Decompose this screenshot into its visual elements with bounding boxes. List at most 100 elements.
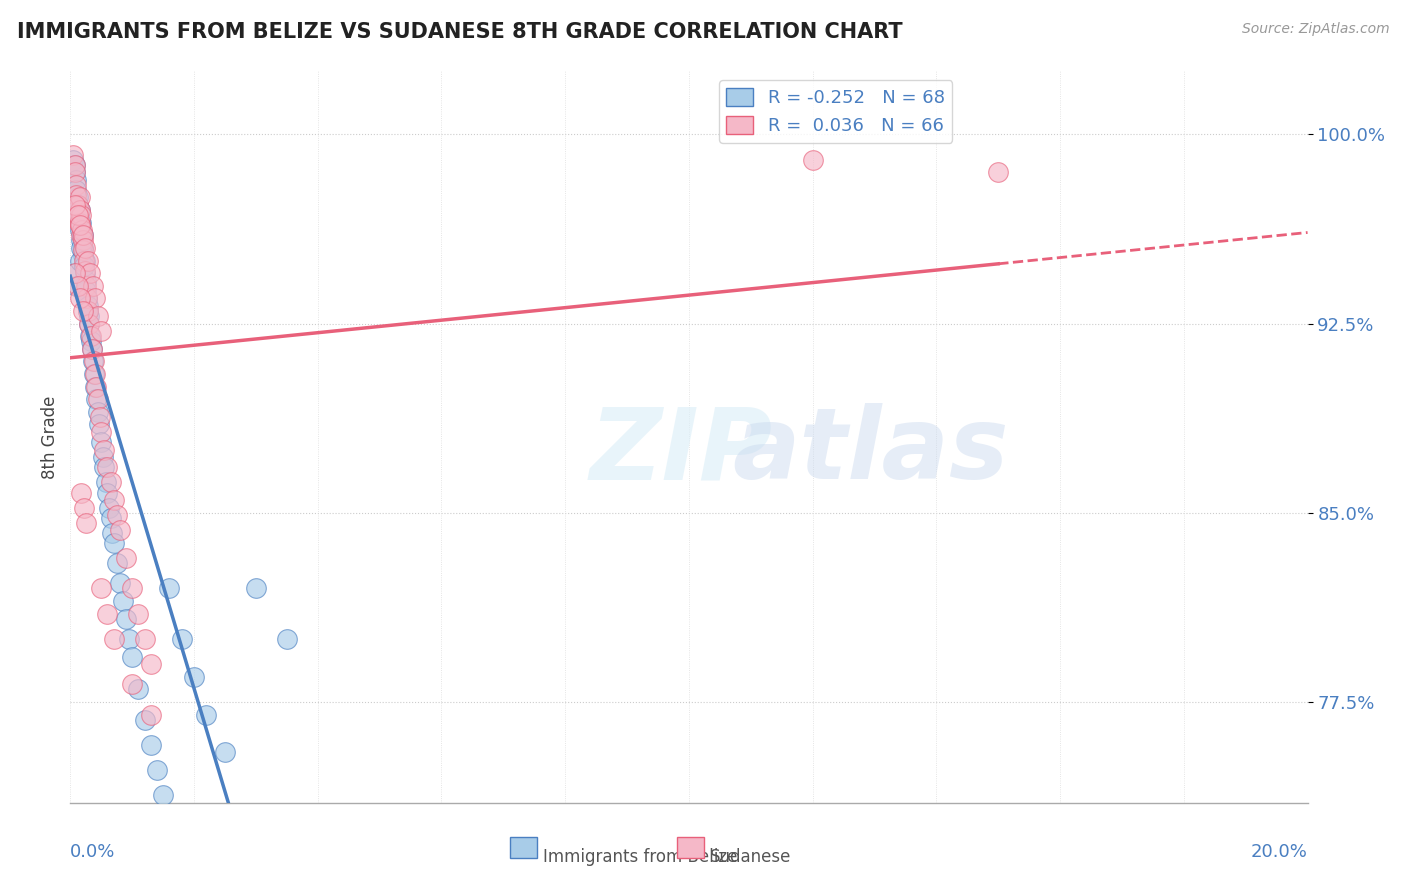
Point: [139, 707, 162, 722]
Point: [84, 379, 107, 393]
Point: [90, 435, 112, 450]
Point: [75, 278, 97, 293]
Point: [72, 244, 94, 258]
Point: [87, 309, 110, 323]
Point: [66, 190, 89, 204]
Point: [76, 299, 98, 313]
Point: [80, 342, 103, 356]
Text: Sudanese: Sudanese: [710, 848, 792, 866]
Point: [83, 354, 105, 368]
Point: [98, 500, 121, 515]
Point: [66, 198, 89, 212]
Text: ZIP: ZIP: [591, 403, 773, 500]
Point: [69, 223, 91, 237]
Point: [70, 208, 93, 222]
Point: [82, 354, 104, 368]
Point: [79, 317, 101, 331]
Point: [70, 241, 93, 255]
Point: [77, 309, 100, 323]
Point: [115, 551, 138, 566]
Point: [83, 367, 105, 381]
Point: [146, 763, 169, 777]
Point: [77, 304, 100, 318]
Point: [75, 284, 97, 298]
Point: [87, 392, 110, 407]
Point: [73, 259, 96, 273]
Text: Source: ZipAtlas.com: Source: ZipAtlas.com: [1241, 22, 1389, 37]
Point: [139, 657, 162, 671]
Point: [157, 582, 180, 596]
Point: [76, 291, 98, 305]
Text: 0.0%: 0.0%: [70, 843, 115, 861]
Point: [62, 147, 84, 161]
Point: [72, 228, 94, 243]
Point: [214, 745, 236, 759]
Point: [90, 582, 112, 596]
Point: [62, 153, 84, 167]
Point: [87, 405, 110, 419]
Point: [121, 677, 143, 691]
Point: [72, 248, 94, 262]
Point: [84, 379, 107, 393]
Point: [170, 632, 193, 646]
Point: [76, 304, 98, 318]
Point: [276, 632, 298, 646]
Point: [96, 485, 118, 500]
Point: [93, 460, 115, 475]
Point: [67, 208, 90, 222]
Y-axis label: 8th Grade: 8th Grade: [41, 395, 59, 479]
Point: [82, 278, 104, 293]
Point: [801, 153, 824, 167]
Point: [65, 266, 87, 280]
Point: [69, 216, 91, 230]
Bar: [509, 838, 537, 858]
Point: [67, 198, 90, 212]
Point: [84, 392, 107, 407]
Point: [90, 425, 112, 439]
Point: [91, 450, 114, 465]
Point: [79, 266, 101, 280]
Point: [80, 334, 103, 349]
Point: [70, 485, 93, 500]
Point: [70, 228, 93, 243]
Point: [134, 632, 156, 646]
Point: [63, 158, 86, 172]
Point: [69, 291, 91, 305]
Point: [152, 789, 174, 803]
Point: [96, 475, 118, 490]
Point: [63, 165, 86, 179]
Point: [65, 158, 87, 172]
Point: [121, 582, 143, 596]
Point: [139, 738, 162, 752]
Point: [72, 241, 94, 255]
Point: [89, 409, 111, 424]
Point: [75, 241, 97, 255]
Point: [67, 216, 90, 230]
Point: [183, 670, 205, 684]
Text: IMMIGRANTS FROM BELIZE VS SUDANESE 8TH GRADE CORRELATION CHART: IMMIGRANTS FROM BELIZE VS SUDANESE 8TH G…: [17, 22, 903, 42]
Point: [65, 183, 87, 197]
Point: [72, 228, 94, 243]
Text: 20.0%: 20.0%: [1251, 843, 1308, 861]
Point: [118, 632, 141, 646]
Point: [93, 442, 115, 457]
Point: [65, 178, 87, 192]
Point: [66, 208, 89, 222]
Point: [73, 253, 96, 268]
Point: [245, 582, 267, 596]
Point: [79, 329, 101, 343]
Point: [70, 223, 93, 237]
Point: [127, 607, 149, 621]
Point: [65, 165, 87, 179]
Point: [76, 253, 98, 268]
Point: [69, 253, 91, 268]
Point: [79, 317, 101, 331]
Point: [72, 233, 94, 247]
Point: [66, 278, 89, 293]
Point: [65, 278, 87, 293]
Bar: [676, 838, 704, 858]
Point: [103, 493, 125, 508]
Text: atlas: atlas: [733, 403, 1008, 500]
Point: [111, 594, 134, 608]
Point: [103, 632, 125, 646]
